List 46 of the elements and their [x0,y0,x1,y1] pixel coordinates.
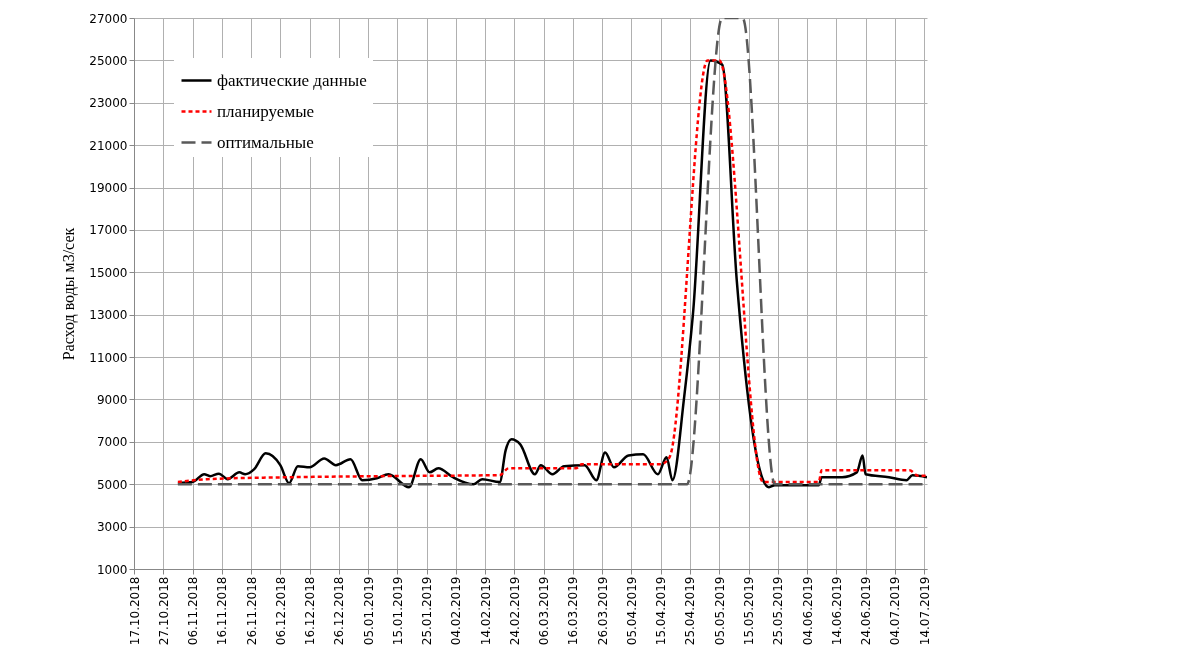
x-tick-label: 06.11.2018 [186,576,201,646]
legend-label: оптимальные [217,132,314,152]
x-tick-label: 26.11.2018 [244,576,259,646]
y-axis-title: Расход воды м3/сек [60,227,79,361]
x-tick-label: 04.02.2019 [449,576,464,646]
x-tick-label: 05.01.2019 [361,576,376,646]
y-tick-label: 15000 [89,265,128,280]
x-tick-label: 14.07.2019 [917,576,932,646]
y-tick-label: 9000 [96,392,128,407]
y-tick-label: 1000 [96,562,128,577]
x-tick-label: 06.03.2019 [537,576,552,646]
x-tick-label: 16.12.2018 [303,576,318,646]
x-tick-label: 25.01.2019 [420,576,435,646]
y-tick-label: 17000 [89,223,128,238]
x-tick-label: 15.05.2019 [742,576,756,646]
legend-label: фактические данные [217,70,367,90]
x-tick-label: 24.02.2019 [507,576,522,646]
y-tick-label: 7000 [96,435,128,450]
y-tick-label: 13000 [89,308,128,323]
x-tick-label: 17.10.2018 [127,576,142,646]
x-tick-label: 15.04.2019 [654,576,669,646]
x-tick-label: 04.06.2019 [800,576,815,646]
x-tick-label: 25.05.2019 [771,576,786,646]
x-tick-label: 06.12.2018 [273,576,288,646]
y-tick-label: 25000 [89,53,128,68]
y-tick-label: 19000 [89,181,128,196]
y-tick-label: 5000 [96,477,128,492]
legend-label: планируемые [217,101,315,121]
x-tick-label: 24.06.2019 [859,576,874,646]
y-tick-label: 21000 [89,138,128,153]
x-tick-label: 16.11.2018 [215,576,230,646]
y-tick-label: 11000 [89,350,128,365]
x-tick-label: 26.12.2018 [332,576,347,646]
x-tick-label: 14.06.2019 [829,576,844,646]
x-tick-label: 04.07.2019 [888,576,903,646]
x-tick-label: 14.02.2019 [478,576,493,646]
x-tick-label: 27.10.2018 [156,576,171,646]
x-tick-label: 26.03.2019 [595,576,610,646]
x-tick-label: 25.04.2019 [683,576,698,646]
y-tick-label: 3000 [96,520,128,535]
x-tick-label: 16.03.2019 [566,576,581,646]
x-tick-label: 05.04.2019 [624,576,639,646]
x-tick-label: 15.01.2019 [390,576,405,646]
y-tick-label: 27000 [89,11,128,26]
y-tick-label: 23000 [89,96,128,111]
x-tick-label: 05.05.2019 [712,576,727,646]
